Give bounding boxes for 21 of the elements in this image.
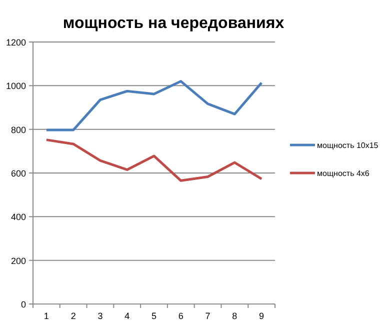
- x-tick-label: 2: [70, 311, 76, 321]
- line-series: [45, 80, 263, 132]
- x-tick-label: 5: [151, 311, 157, 321]
- x-tick-label: 3: [98, 311, 103, 321]
- x-tick-label: 6: [178, 311, 184, 321]
- chart-title: мощность на чередованиях: [62, 15, 284, 32]
- y-tick-label: 800: [10, 124, 26, 135]
- x-tick-label: 9: [259, 311, 264, 321]
- line-series: [45, 138, 263, 182]
- y-tick-label: 600: [10, 168, 26, 178]
- x-tick-label: 1: [44, 311, 49, 321]
- y-tick-label: 400: [10, 212, 26, 222]
- x-tick-label: 8: [232, 311, 238, 321]
- y-tick-label: 1200: [6, 38, 26, 48]
- x-tick-label: 4: [124, 311, 130, 321]
- legend-label: мощность 10x15: [317, 141, 379, 150]
- y-tick-label: 0: [20, 300, 26, 310]
- y-tick-label: 1000: [6, 81, 26, 92]
- y-tick-label: 200: [10, 256, 26, 266]
- legend-label: мощность 4x6: [317, 169, 370, 178]
- x-tick-label: 7: [205, 311, 210, 321]
